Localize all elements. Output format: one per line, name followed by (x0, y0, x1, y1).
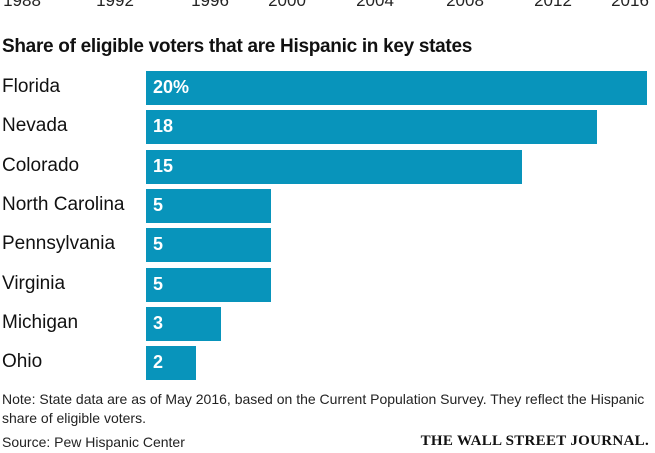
data-label: 3 (153, 312, 164, 333)
top-axis-tick: 2008 (446, 0, 484, 10)
bar: 2 (146, 346, 197, 381)
category-label: Ohio (2, 351, 43, 373)
top-axis-tick: 1996 (191, 0, 229, 10)
bar-row: North Carolina 5 (0, 188, 655, 223)
data-label: 20% (153, 77, 190, 97)
bar: 5 (146, 188, 272, 223)
bar-row: Michigan 3 (0, 306, 655, 341)
top-axis-tick: 2004 (356, 0, 394, 10)
data-label: 5 (153, 273, 164, 294)
category-label: Michigan (2, 311, 79, 333)
bar-row: Pennsylvania 5 (0, 228, 655, 263)
bar: 5 (146, 267, 272, 302)
chart-title: Share of eligible voters that are Hispan… (2, 36, 472, 57)
bar-row: Florida 20% (0, 71, 655, 105)
note: Note: State data are as of May 2016, bas… (2, 391, 645, 426)
top-axis-tick: 2012 (534, 0, 572, 10)
top-axis-tick: 2016 (611, 0, 649, 10)
category-label: Florida (2, 76, 61, 97)
bar: 20% (146, 71, 647, 105)
category-label: North Carolina (2, 193, 125, 215)
bar: 3 (146, 306, 222, 341)
bar: 18 (146, 110, 597, 145)
data-label: 18 (153, 116, 174, 137)
bar-row: Nevada 18 (0, 110, 655, 145)
source: Source: Pew Hispanic Center (2, 434, 185, 450)
top-axis-tick: 1988 (3, 0, 41, 10)
bar: 15 (146, 149, 522, 184)
bar-row: Colorado 15 (0, 149, 655, 184)
category-label: Colorado (2, 154, 80, 176)
data-label: 5 (153, 234, 164, 255)
category-label: Nevada (2, 115, 68, 137)
data-label: 5 (153, 194, 164, 215)
top-axis-tick: 1992 (96, 0, 134, 10)
data-label: 2 (153, 352, 164, 373)
bar-row: Ohio 2 (0, 346, 655, 381)
category-label: Pennsylvania (2, 233, 116, 255)
bar-row: Virginia 5 (0, 267, 655, 302)
category-label: Virginia (2, 272, 66, 294)
wsj-logo: THE WALL STREET JOURNAL. (420, 433, 649, 449)
top-axis-tick: 2000 (268, 0, 306, 10)
data-label: 15 (153, 155, 174, 176)
bar: 5 (146, 228, 272, 263)
